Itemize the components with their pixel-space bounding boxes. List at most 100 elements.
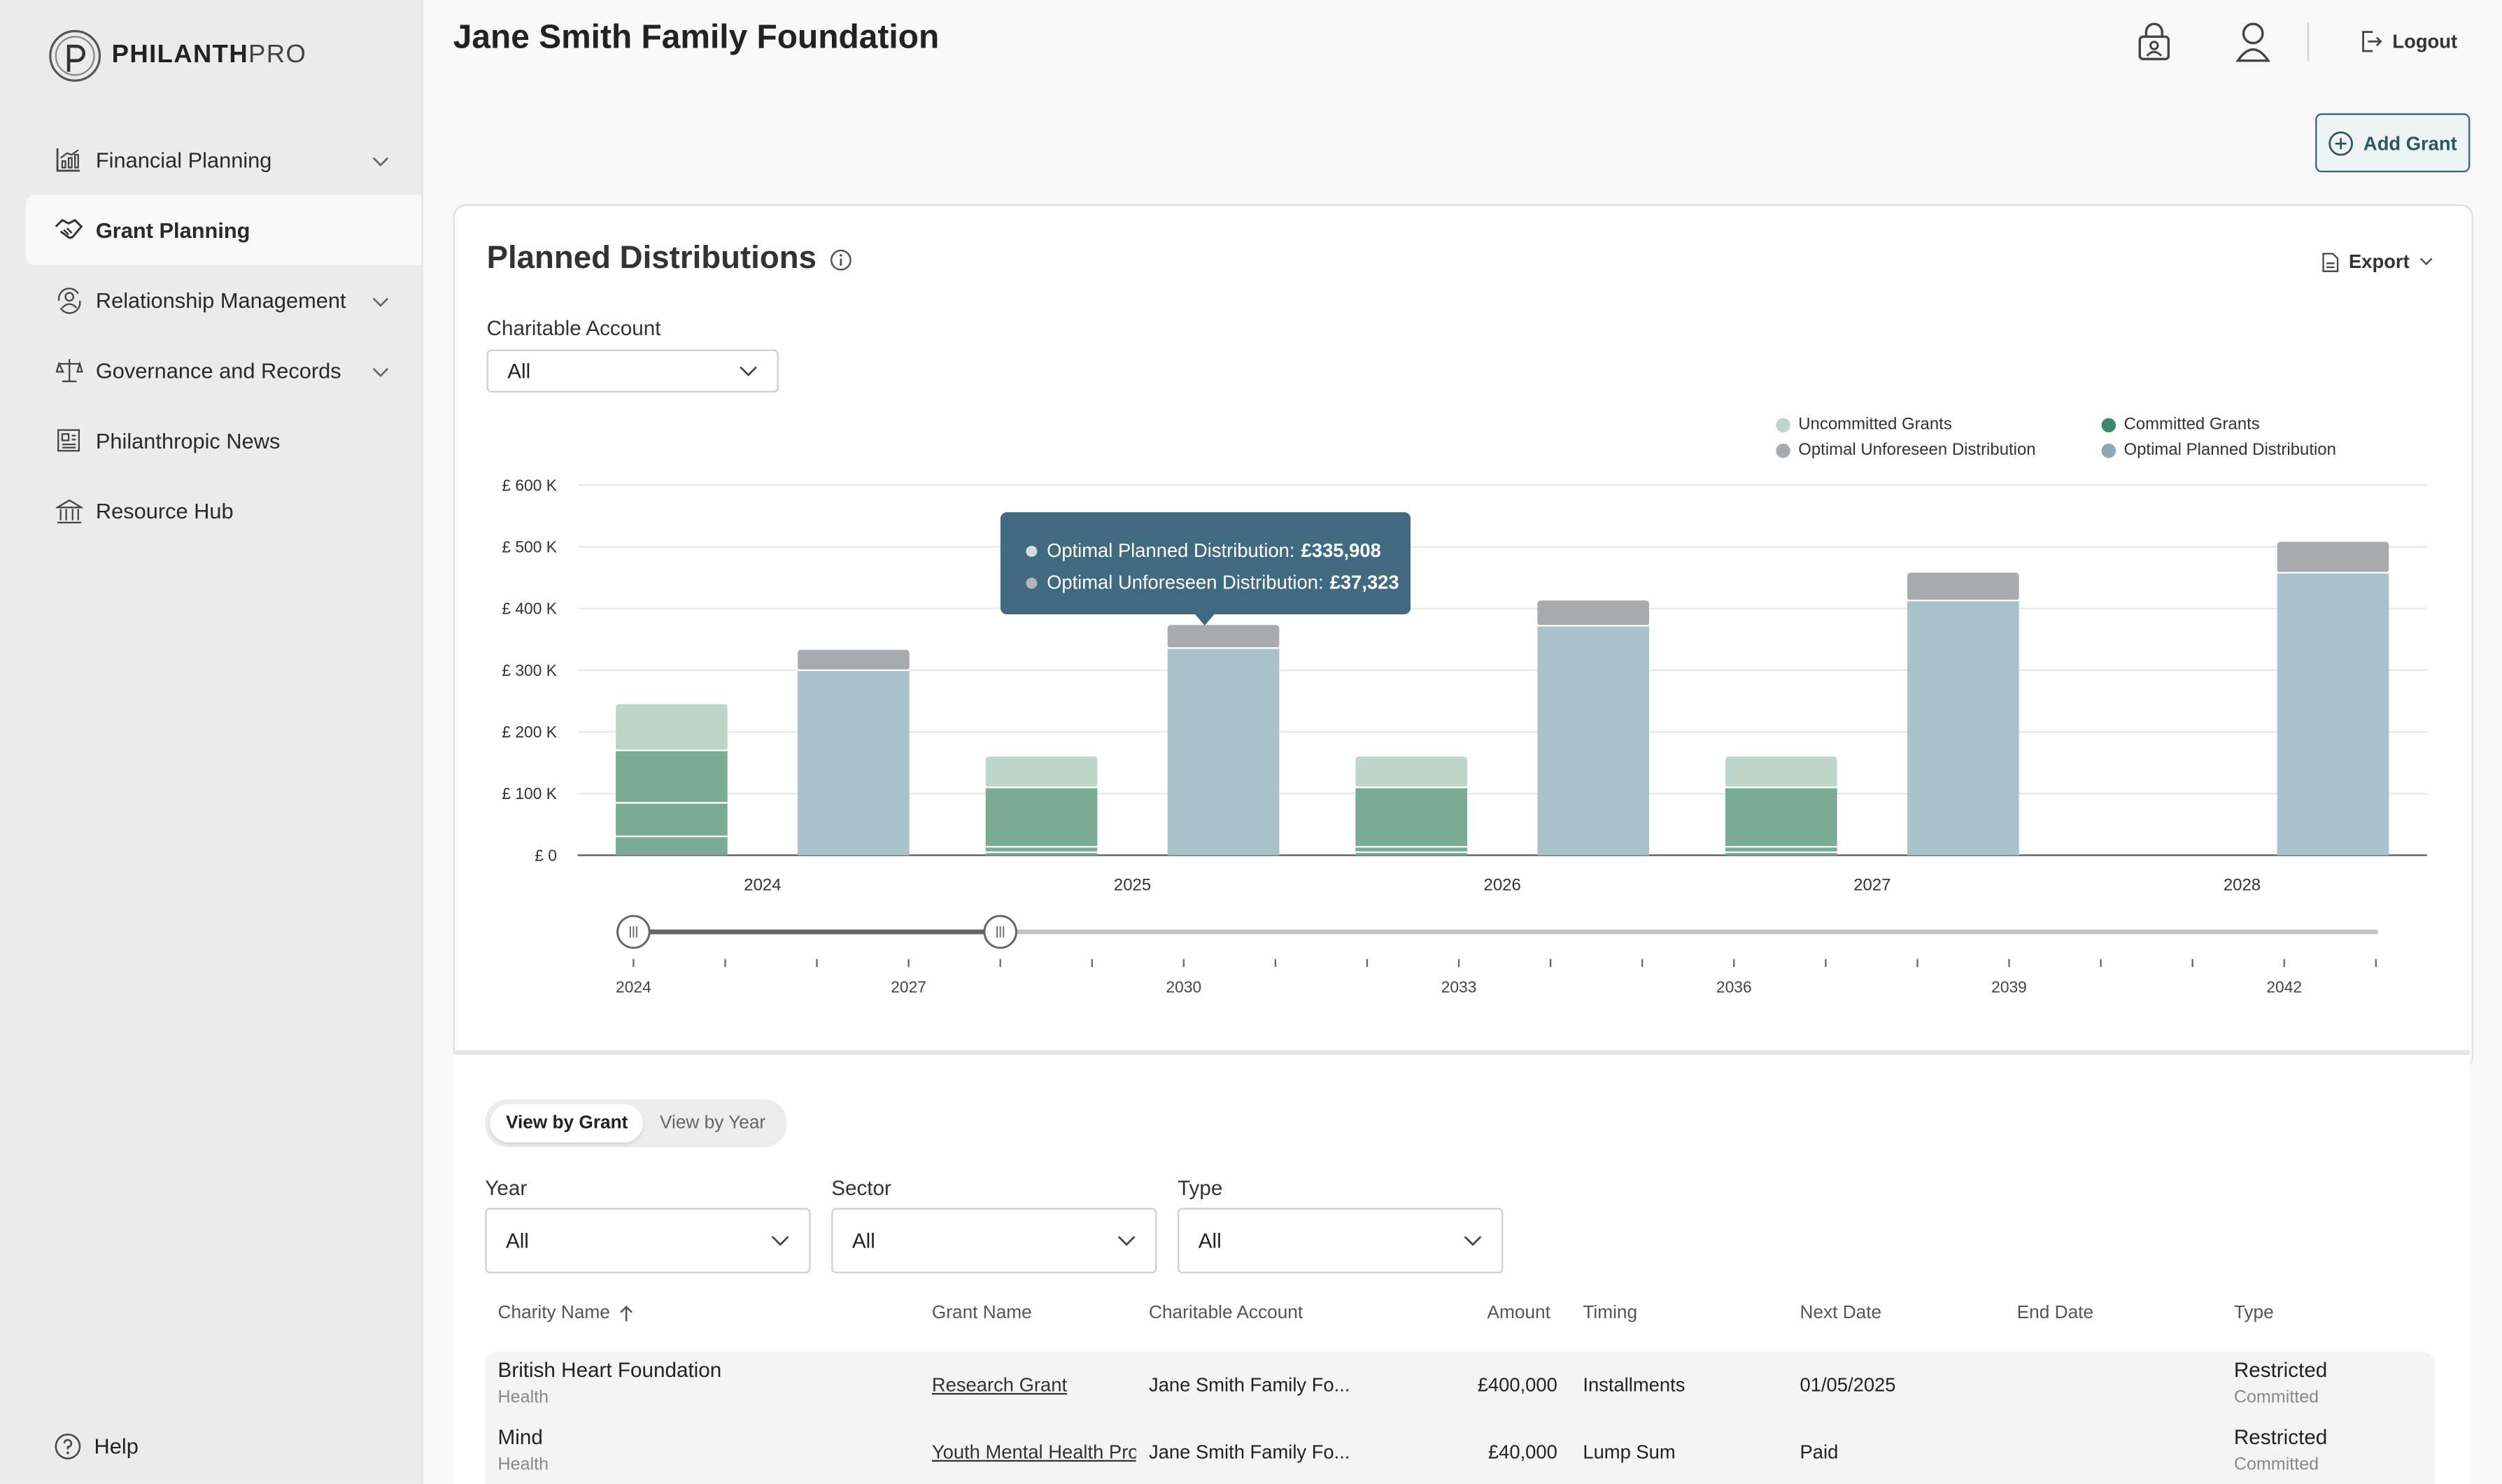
y-tick-label: £ 600 K: [502, 476, 557, 494]
x-tick-label: 2026: [1484, 876, 1521, 895]
column-header-timing[interactable]: Timing: [1583, 1303, 1638, 1323]
add-grant-button[interactable]: Add Grant: [2315, 113, 2471, 173]
header-divider: [2307, 22, 2310, 61]
charitable-account-select[interactable]: All: [486, 349, 779, 393]
range-slider-label: 2042: [2266, 978, 2302, 996]
sidebar-nav: Financial Planning Grant Planning Relati…: [25, 125, 422, 546]
bar-optimal-unforeseen: [1537, 600, 1650, 626]
logo[interactable]: PHILANTHPRO: [48, 29, 306, 83]
legend-swatch: [1776, 442, 1790, 458]
help-icon: [55, 1434, 81, 1460]
amount-value: £40,000: [1487, 1441, 1557, 1464]
bar-optimal-unforeseen: [2277, 542, 2389, 573]
type-filter-label: Type: [1178, 1175, 1223, 1201]
table-row[interactable]: Mind Health Youth Mental Health Program …: [485, 1418, 2436, 1484]
legend-item-unforeseen[interactable]: Optimal Unforeseen Distribution: [1776, 440, 2036, 460]
chevron-down-icon[interactable]: [372, 289, 389, 313]
view-by-grant-tab[interactable]: View by Grant: [490, 1104, 644, 1143]
charity-sector: Health: [497, 1455, 549, 1475]
info-icon[interactable]: [829, 248, 851, 271]
select-value: All: [1198, 1229, 1222, 1253]
sidebar-item-financial-planning[interactable]: Financial Planning: [25, 125, 421, 195]
legend-item-uncommitted[interactable]: Uncommitted Grants: [1776, 415, 1952, 434]
chevron-down-icon[interactable]: [372, 359, 389, 383]
view-by-year-tab[interactable]: View by Year: [659, 1113, 766, 1133]
bar-uncommitted-grants: [1355, 756, 1468, 788]
legend-label: Committed Grants: [2123, 414, 2260, 434]
select-value: All: [851, 1229, 875, 1253]
sidebar-item-label: Grant Planning: [95, 218, 250, 242]
tooltip-label: Optimal Planned Distribution:: [1047, 539, 1295, 562]
sector-filter-label: Sector: [831, 1175, 891, 1201]
legend-item-committed[interactable]: Committed Grants: [2101, 414, 2260, 434]
bar-committed-grants: [985, 787, 1098, 856]
column-header-type[interactable]: Type: [2233, 1303, 2274, 1323]
handshake-icon: [55, 215, 83, 244]
sort-arrow-up-icon: [620, 1304, 633, 1321]
column-header-next-date[interactable]: Next Date: [1800, 1303, 1882, 1323]
legend-label: Optimal Unforeseen Distribution: [1798, 440, 2036, 460]
chart-growth-icon: [55, 146, 83, 174]
type-value: Restricted: [2233, 1425, 2328, 1449]
column-header-charity-name[interactable]: Charity Name: [498, 1303, 635, 1323]
legend-swatch: [2101, 417, 2116, 432]
chevron-down-icon[interactable]: [372, 148, 389, 172]
bar-optimal-planned: [2277, 572, 2389, 856]
export-label: Export: [2349, 250, 2410, 273]
bar-optimal-unforeseen: [798, 649, 910, 670]
y-tick-label: £ 300 K: [502, 661, 557, 679]
sidebar-item-label: Relationship Management: [95, 288, 346, 312]
logout-button[interactable]: Logout: [2361, 30, 2457, 52]
logo-text: PHILANTHPRO: [111, 41, 307, 69]
range-slider-label: 2033: [1441, 978, 1477, 996]
chart-tooltip: Optimal Planned Distribution: £335,908 Op…: [1000, 512, 1411, 626]
sidebar-item-relationship-management[interactable]: Relationship Management: [25, 265, 421, 335]
tooltip-label: Optimal Unforeseen Distribution:: [1047, 571, 1324, 594]
column-header-grant-name[interactable]: Grant Name: [931, 1303, 1032, 1323]
user-profile-icon[interactable]: [2231, 19, 2276, 64]
sidebar-item-label: Resource Hub: [95, 498, 234, 523]
bar-committed-grants: [1355, 787, 1468, 856]
sidebar-item-philanthropic-news[interactable]: Philanthropic News: [25, 405, 421, 475]
tooltip-value: £37,323: [1329, 571, 1399, 594]
sidebar-item-label: Financial Planning: [95, 147, 272, 172]
grant-name-link[interactable]: Youth Mental Health Program: [931, 1441, 1136, 1464]
bar-committed-grants: [1725, 787, 1837, 856]
x-tick-label: 2027: [1853, 876, 1890, 895]
grant-name-link[interactable]: Research Grant: [931, 1373, 1068, 1397]
next-date-value: 01/05/2025: [1800, 1373, 1896, 1397]
sidebar-item-resource-hub[interactable]: Resource Hub: [25, 476, 421, 546]
sidebar-item-grant-planning[interactable]: Grant Planning: [25, 195, 422, 265]
legend-item-planned[interactable]: Optimal Planned Distribution: [2101, 440, 2336, 460]
card-title-text: Planned Distributions: [486, 241, 817, 276]
view-toggle: View by Grant View by Year: [485, 1099, 786, 1147]
sector-filter-select[interactable]: All: [831, 1208, 1157, 1273]
charitable-account-label: Charitable Account: [486, 316, 661, 340]
legend-swatch: [1776, 417, 1790, 432]
chevron-down-icon: [771, 1236, 789, 1246]
column-header-end-date[interactable]: End Date: [2016, 1303, 2094, 1323]
next-date-value: Paid: [1800, 1441, 1839, 1464]
column-header-amount[interactable]: Amount: [1487, 1303, 1550, 1323]
bar-optimal-planned: [1537, 626, 1650, 856]
grants-table-section: View by Grant View by Year Year All Sect…: [453, 1050, 2471, 1484]
timing-value: Installments: [1583, 1373, 1685, 1397]
charity-name: British Heart Foundation: [497, 1357, 722, 1382]
help-link[interactable]: Help: [55, 1433, 139, 1460]
export-button[interactable]: Export: [2321, 250, 2433, 273]
chevron-down-icon: [740, 366, 757, 376]
y-tick-label: £ 200 K: [502, 723, 557, 741]
sidebar-item-governance-and-records[interactable]: Governance and Records: [25, 335, 421, 405]
main-content: Jane Smith Family Foundation Logout Add …: [421, 0, 2502, 1484]
table-row[interactable]: British Heart Foundation Health Research…: [485, 1351, 2436, 1419]
range-slider-label: 2039: [1991, 978, 2027, 996]
charity-name: Mind: [497, 1425, 543, 1449]
bar-optimal-planned: [1907, 600, 2019, 856]
column-header-charitable-account[interactable]: Charitable Account: [1149, 1303, 1303, 1323]
page-title: Jane Smith Family Foundation: [453, 19, 940, 56]
type-filter-select[interactable]: All: [1178, 1208, 1504, 1273]
sidebar: PHILANTHPRO Financial Planning Grant Pla…: [0, 0, 423, 1484]
sidebar-item-label: Philanthropic News: [95, 428, 281, 453]
lock-user-icon[interactable]: [2133, 19, 2177, 64]
year-filter-select[interactable]: All: [485, 1208, 811, 1273]
